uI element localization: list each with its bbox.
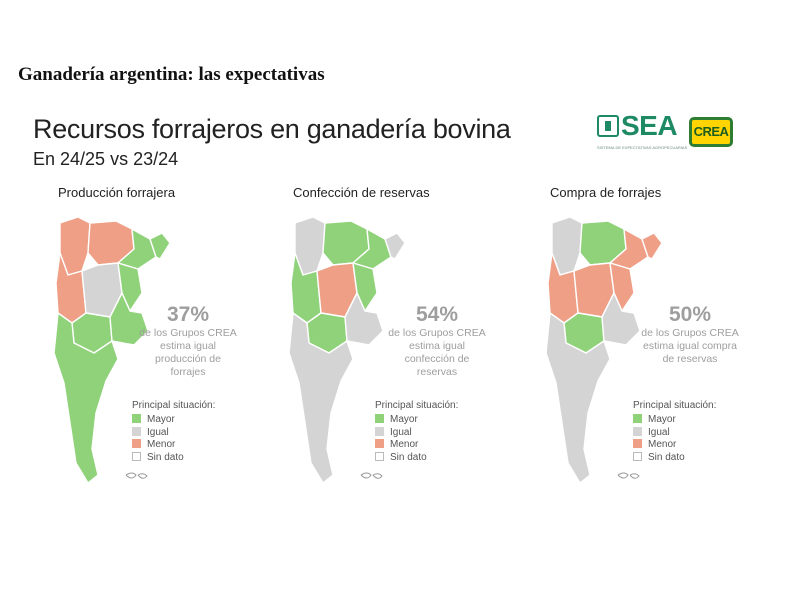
legend-item-sin-dato: Sin dato bbox=[375, 451, 458, 465]
legend-item-igual: Igual bbox=[375, 426, 458, 440]
swatch-sin-dato bbox=[633, 451, 642, 461]
legend: Principal situación: Mayor Igual Menor S… bbox=[132, 400, 215, 464]
region-entre-rios bbox=[352, 262, 378, 312]
malvinas-islands bbox=[360, 472, 383, 479]
region-entre-rios bbox=[117, 262, 143, 312]
legend: Principal situación: Mayor Igual Menor S… bbox=[633, 400, 716, 464]
argentina-map bbox=[288, 216, 406, 484]
region-buenos-aires-east bbox=[344, 292, 384, 346]
malvinas-islands bbox=[125, 472, 148, 479]
stat-line: estima igual bbox=[159, 340, 217, 352]
stat-block: 50% de los Grupos CREA estima igual comp… bbox=[635, 303, 745, 366]
infographic-title: Recursos forrajeros en ganadería bovina bbox=[33, 114, 511, 144]
stat-block: 54% de los Grupos CREA estima igual conf… bbox=[382, 303, 492, 379]
region-buenos-aires-east bbox=[109, 292, 149, 346]
legend-item-menor: Menor bbox=[375, 439, 458, 452]
legend: Principal situación: Mayor Igual Menor S… bbox=[375, 400, 458, 464]
stat-line: de reservas bbox=[662, 353, 718, 365]
stat-line: estima igual bbox=[408, 340, 466, 352]
region-misiones bbox=[641, 232, 663, 260]
stat-line: reservas bbox=[416, 366, 458, 378]
swatch-mayor bbox=[375, 414, 384, 423]
panel-title: Producción forrajera bbox=[58, 185, 176, 200]
legend-item-igual: Igual bbox=[132, 426, 215, 440]
region-misiones bbox=[384, 232, 406, 260]
panel-confeccion-reservas: Confección de reservas 54% de los Grupos… bbox=[288, 185, 543, 505]
stat-line: confección de bbox=[404, 353, 470, 365]
legend-item-mayor: Mayor bbox=[132, 414, 215, 427]
swatch-menor bbox=[132, 439, 141, 448]
region-patagonia bbox=[545, 312, 611, 484]
swatch-mayor bbox=[633, 414, 642, 423]
stat-line: estima igual compra bbox=[643, 340, 737, 352]
sea-logo-text: SEA bbox=[621, 110, 678, 141]
legend-item-mayor: Mayor bbox=[375, 414, 458, 427]
infographic-subtitle: En 24/25 vs 23/24 bbox=[33, 149, 179, 169]
stat-block: 37% de los Grupos CREA estima igual prod… bbox=[133, 303, 243, 379]
region-patagonia bbox=[53, 312, 119, 484]
legend-item-sin-dato: Sin dato bbox=[132, 451, 215, 465]
swatch-igual bbox=[633, 426, 642, 436]
swatch-igual bbox=[375, 426, 384, 436]
crea-logo: CREA bbox=[689, 117, 733, 147]
panel-title: Compra de forrajes bbox=[550, 185, 662, 200]
legend-title: Principal situación: bbox=[132, 400, 216, 411]
panel-title: Confección de reservas bbox=[293, 185, 430, 200]
sea-logo-tagline: SISTEMA DE EXPECTATIVAS AGROPECUARIAS bbox=[597, 145, 688, 150]
legend-item-mayor: Mayor bbox=[633, 414, 716, 427]
legend-item-menor: Menor bbox=[633, 439, 716, 452]
swatch-sin-dato bbox=[375, 451, 384, 461]
stat-line: forrajes bbox=[170, 366, 206, 378]
sea-logo: SEA SISTEMA DE EXPECTATIVAS AGROPECUARIA… bbox=[597, 110, 687, 154]
argentina-map bbox=[545, 216, 663, 484]
swatch-igual bbox=[132, 426, 141, 436]
region-patagonia bbox=[288, 312, 354, 484]
legend-title: Principal situación: bbox=[375, 400, 459, 411]
panel-compra-forrajes: Compra de forrajes 50% de los Grupos CRE… bbox=[545, 185, 800, 505]
stat-percent: 37% bbox=[166, 303, 210, 326]
legend-item-igual: Igual bbox=[633, 426, 716, 440]
legend-title: Principal situación: bbox=[633, 400, 717, 411]
document-heading: Ganadería argentina: las expectativas bbox=[18, 64, 325, 85]
sea-badge-icon bbox=[597, 115, 619, 137]
swatch-sin-dato bbox=[132, 451, 141, 461]
region-misiones bbox=[149, 232, 171, 260]
stat-percent: 50% bbox=[668, 303, 712, 326]
swatch-menor bbox=[375, 439, 384, 448]
stat-line: de los Grupos CREA bbox=[388, 327, 486, 339]
stat-line: producción de bbox=[155, 353, 221, 365]
argentina-map bbox=[53, 216, 171, 484]
panel-produccion-forrajera: Producción forrajera 37% de los Grupos C… bbox=[53, 185, 308, 505]
stat-percent: 54% bbox=[415, 303, 459, 326]
legend-item-sin-dato: Sin dato bbox=[633, 451, 716, 465]
stat-line: de los Grupos CREA bbox=[641, 327, 739, 339]
region-buenos-aires-east bbox=[601, 292, 641, 346]
swatch-mayor bbox=[132, 414, 141, 423]
legend-item-menor: Menor bbox=[132, 439, 215, 452]
malvinas-islands bbox=[617, 472, 640, 479]
stat-line: de los Grupos CREA bbox=[139, 327, 237, 339]
region-entre-rios bbox=[609, 262, 635, 312]
swatch-menor bbox=[633, 439, 642, 448]
